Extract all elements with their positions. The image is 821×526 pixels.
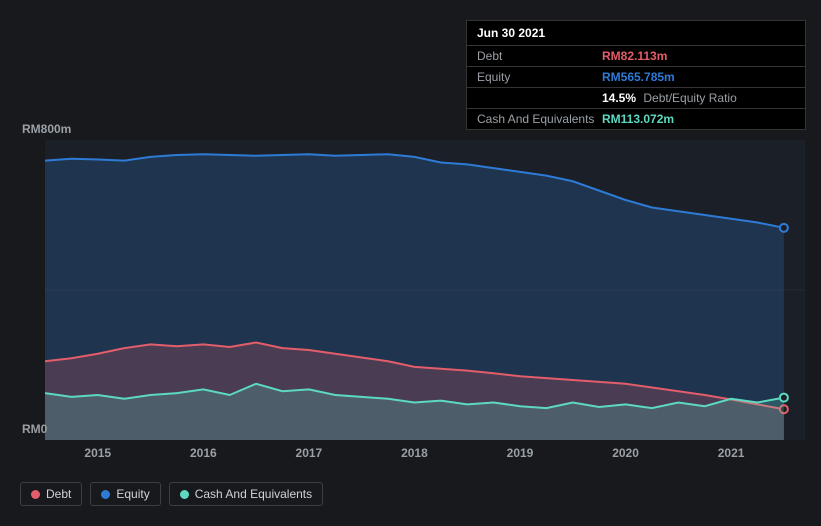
tooltip-row-value: RM565.785m: [602, 70, 675, 84]
x-axis-label: 2021: [718, 446, 745, 460]
series-end-marker-equity: [780, 224, 788, 232]
tooltip-row: Cash And EquivalentsRM113.072m: [467, 109, 805, 129]
legend-dot-icon: [101, 490, 110, 499]
tooltip-row-label: Equity: [477, 70, 602, 84]
x-axis-label: 2016: [190, 446, 217, 460]
x-axis-label: 2019: [507, 446, 534, 460]
tooltip-row: EquityRM565.785m: [467, 67, 805, 88]
legend-item-debt[interactable]: Debt: [20, 482, 82, 506]
legend-dot-icon: [180, 490, 189, 499]
x-axis-label: 2018: [401, 446, 428, 460]
legend-item-equity[interactable]: Equity: [90, 482, 160, 506]
y-axis-label: RM800m: [22, 122, 71, 136]
debt-equity-chart: Jun 30 2021 DebtRM82.113mEquityRM565.785…: [0, 0, 821, 526]
x-axis-label: 2020: [612, 446, 639, 460]
tooltip-row-suffix: Debt/Equity Ratio: [640, 91, 737, 105]
tooltip-row-value: RM82.113m: [602, 49, 667, 63]
legend-item-cash[interactable]: Cash And Equivalents: [169, 482, 323, 506]
legend-item-label: Cash And Equivalents: [195, 487, 312, 501]
y-axis-label: RM0: [22, 422, 47, 436]
tooltip-row-label: [477, 91, 602, 105]
tooltip-row-label: Debt: [477, 49, 602, 63]
tooltip-row-value: 14.5% Debt/Equity Ratio: [602, 91, 737, 105]
legend-item-label: Equity: [116, 487, 149, 501]
x-axis-label: 2017: [296, 446, 323, 460]
x-axis-label: 2015: [84, 446, 111, 460]
tooltip-row-label: Cash And Equivalents: [477, 112, 602, 126]
tooltip-date: Jun 30 2021: [467, 21, 805, 46]
tooltip-row: 14.5% Debt/Equity Ratio: [467, 88, 805, 109]
tooltip-row: DebtRM82.113m: [467, 46, 805, 67]
chart-tooltip: Jun 30 2021 DebtRM82.113mEquityRM565.785…: [466, 20, 806, 130]
series-end-marker-cash: [780, 394, 788, 402]
legend-dot-icon: [31, 490, 40, 499]
tooltip-row-value: RM113.072m: [602, 112, 674, 126]
chart-plot-area[interactable]: [45, 140, 805, 440]
chart-legend: Debt Equity Cash And Equivalents: [20, 482, 323, 506]
legend-item-label: Debt: [46, 487, 71, 501]
